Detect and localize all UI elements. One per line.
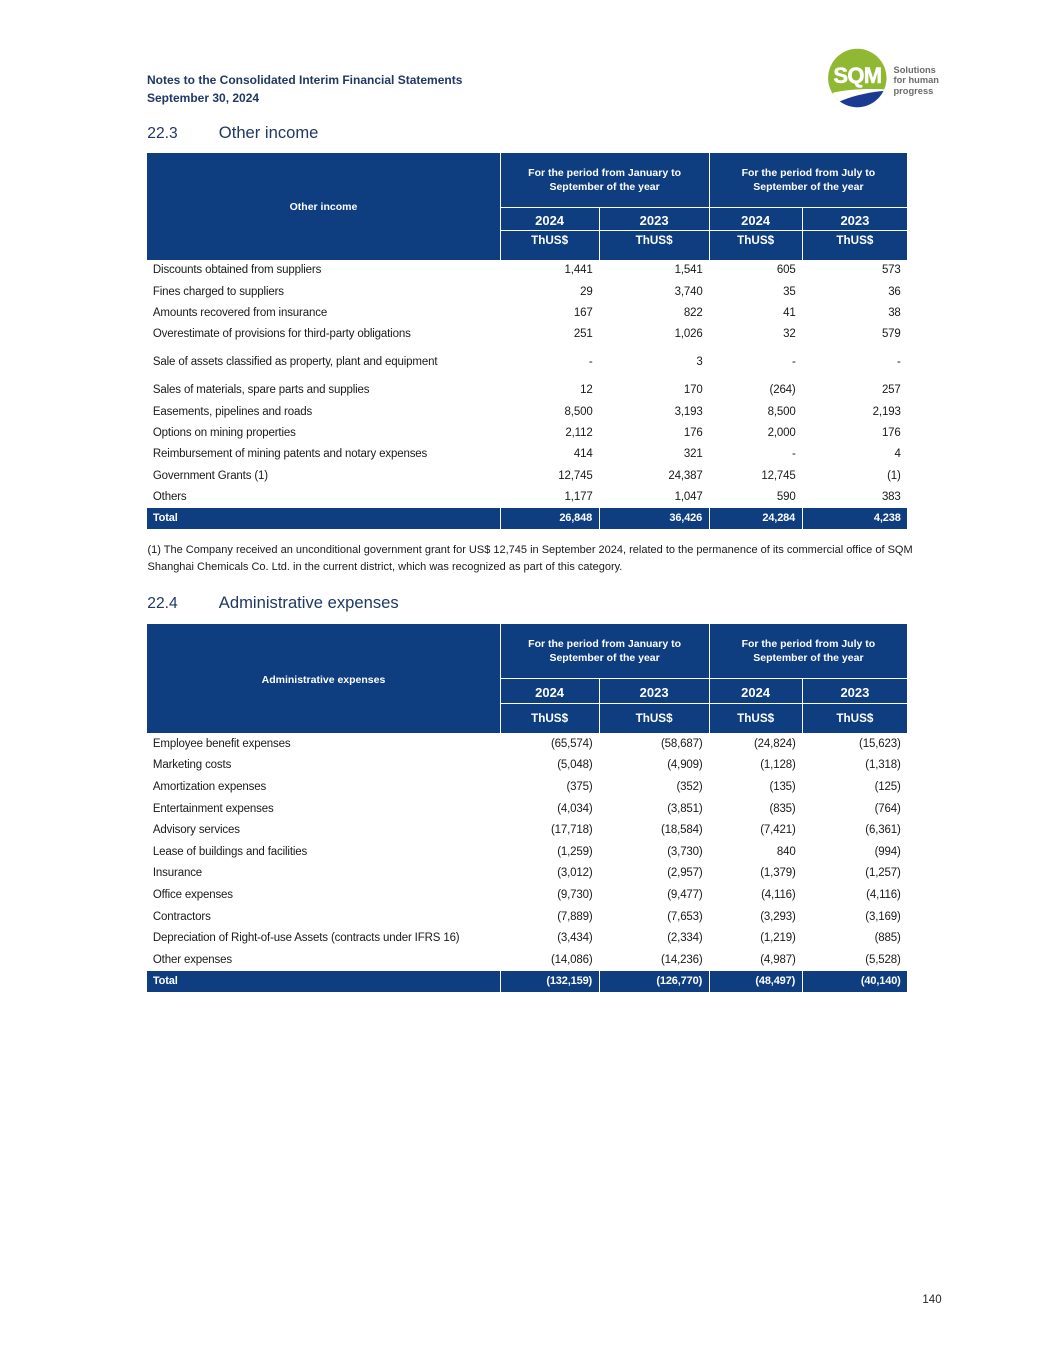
svg-text:SQM: SQM <box>833 63 881 88</box>
